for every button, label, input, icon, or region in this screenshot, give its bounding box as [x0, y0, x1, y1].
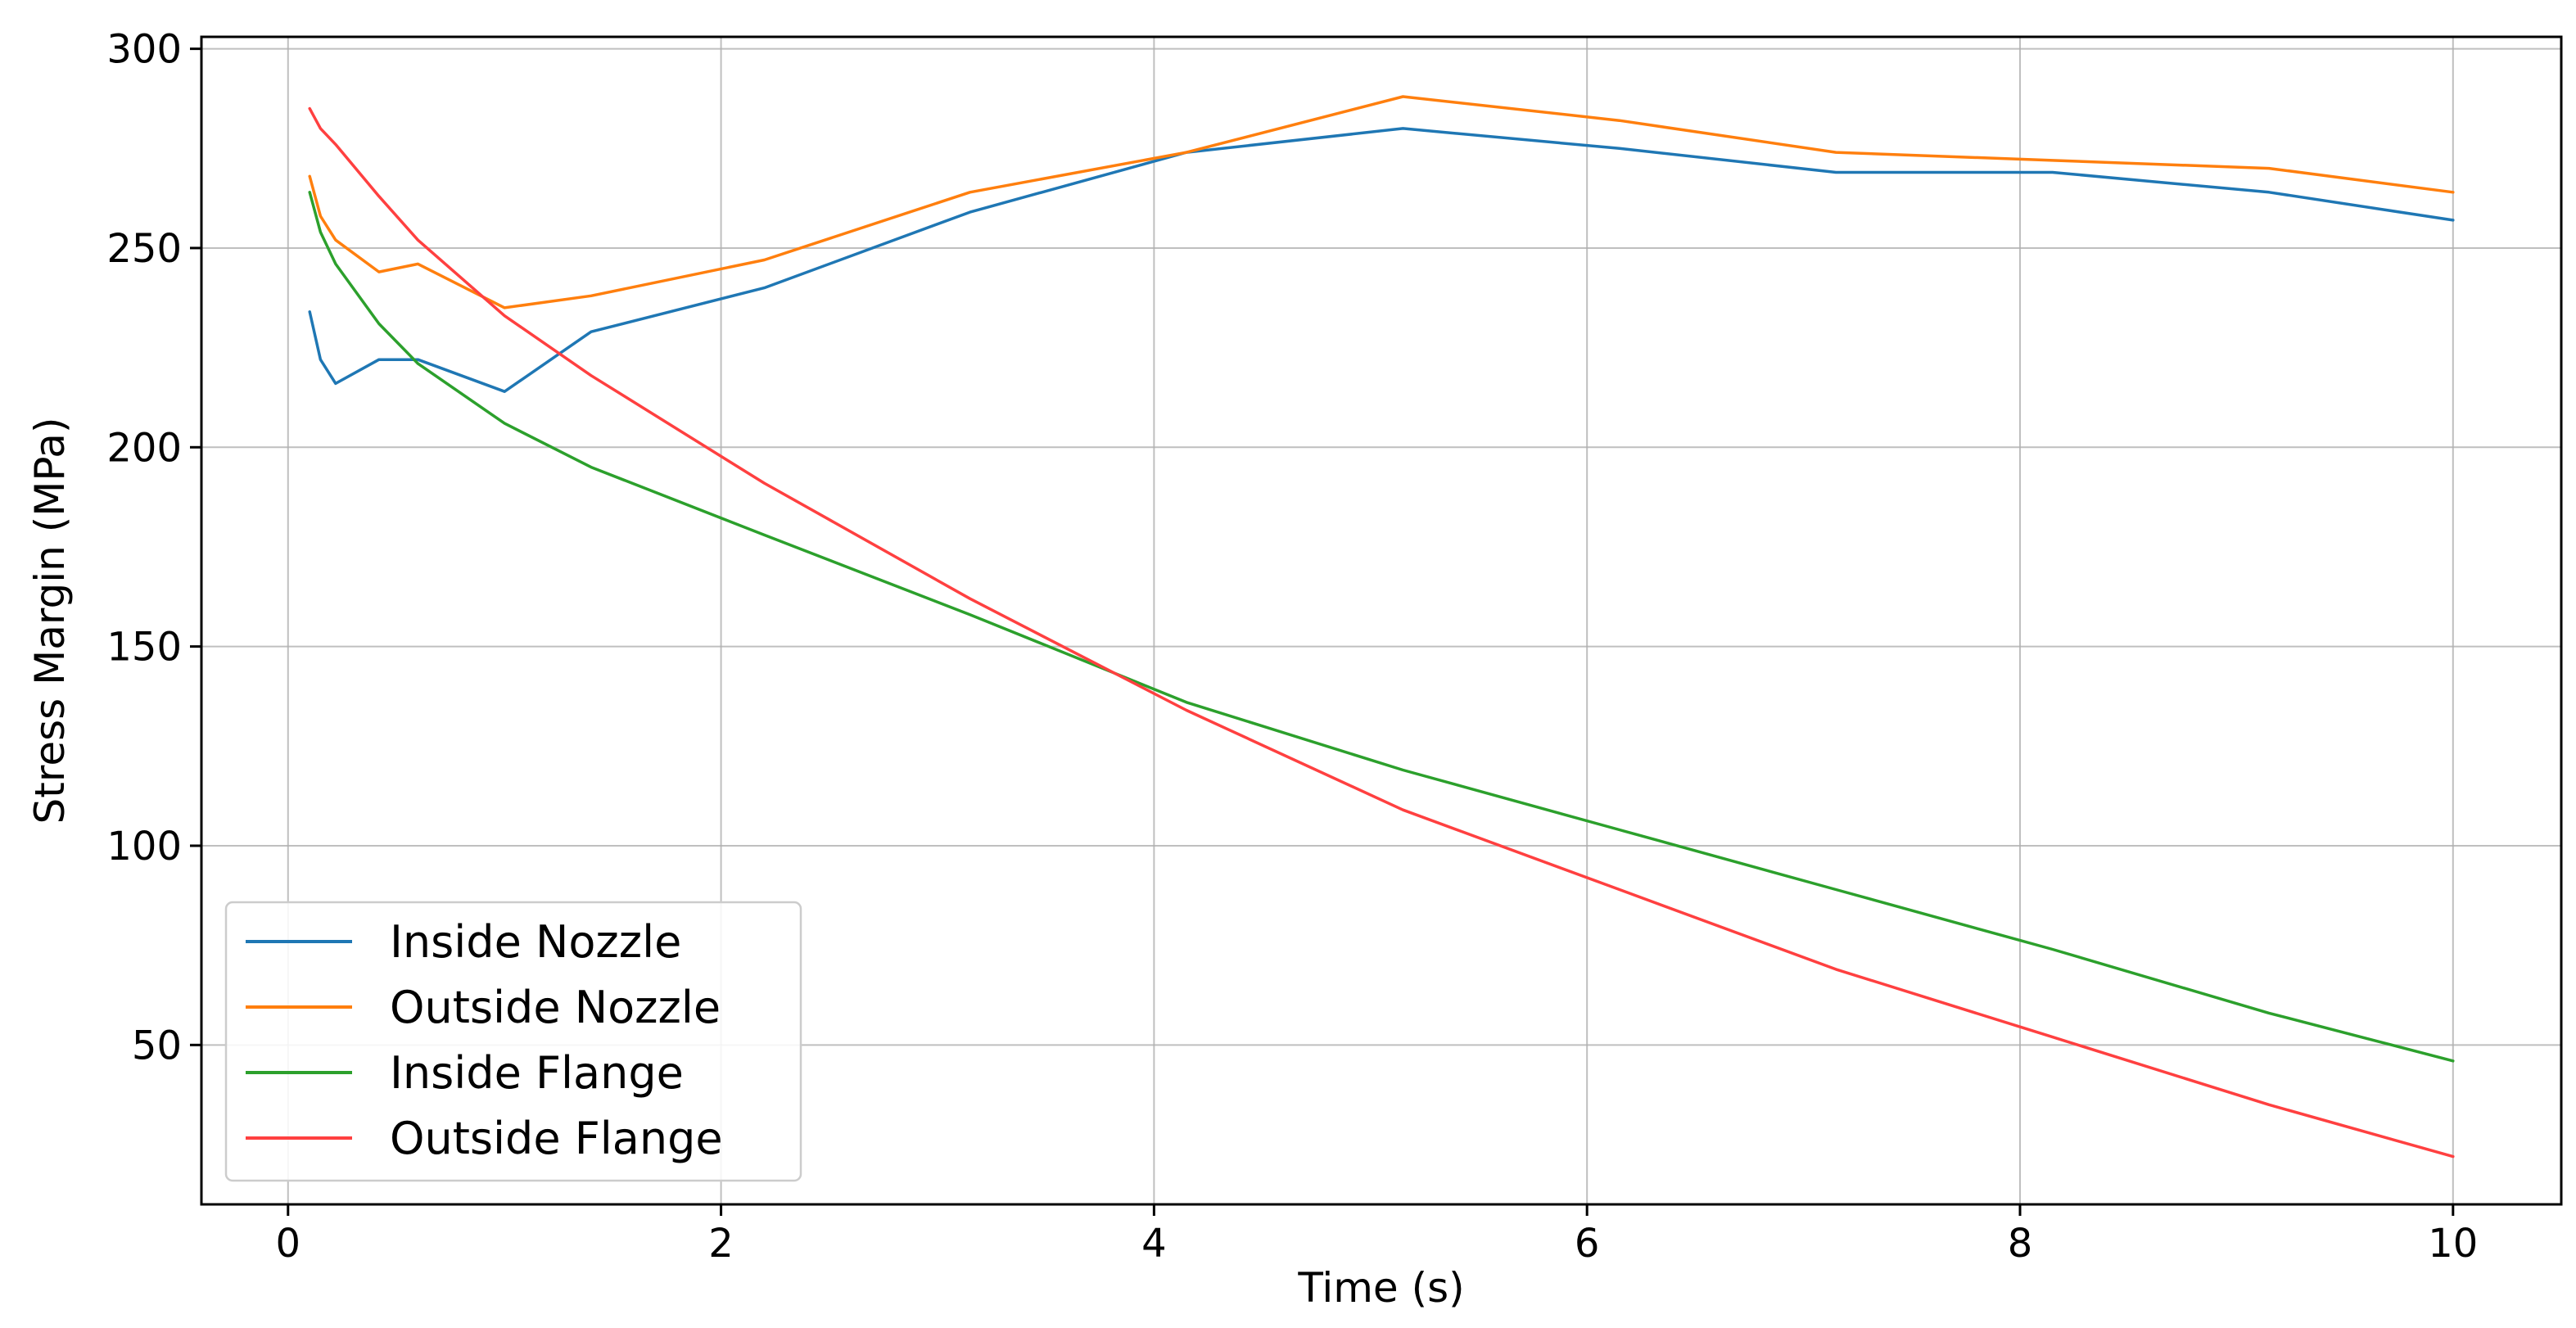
axis-ticks	[190, 47, 2455, 1216]
x-tick-label: 6	[1575, 1221, 1600, 1267]
legend-label-outside-flange: Outside Flange	[390, 1113, 723, 1164]
x-tick-label: 2	[708, 1221, 734, 1267]
series-line-inside-nozzle	[308, 127, 2455, 393]
series-lines	[308, 95, 2455, 1159]
y-tick-label: 100	[106, 824, 182, 870]
tick-labels: 0 2 4 6 8 10 50 100 150 200 250 300	[106, 27, 2478, 1267]
y-tick-label: 200	[106, 425, 182, 471]
legend-frame	[224, 901, 802, 1182]
series-line-outside-flange	[308, 106, 2455, 1159]
y-tick-label: 150	[106, 625, 182, 671]
x-tick-label: 10	[2428, 1221, 2478, 1267]
y-tick-label: 50	[132, 1023, 182, 1068]
x-tick-label: 4	[1141, 1221, 1167, 1267]
legend-label-inside-nozzle: Inside Nozzle	[390, 916, 681, 968]
legend-entries: Inside Nozzle Outside Nozzle Inside Flange…	[246, 916, 723, 1164]
legend: Inside Nozzle Outside Nozzle Inside Flange…	[224, 901, 802, 1182]
plot-frame	[200, 35, 2563, 1206]
y-axis-label: Stress Margin (MPa)	[26, 418, 74, 824]
legend-label-outside-nozzle: Outside Nozzle	[390, 982, 721, 1033]
x-tick-label: 0	[275, 1221, 301, 1267]
series-line-inside-flange	[308, 191, 2455, 1063]
y-tick-label: 300	[106, 27, 182, 73]
x-axis-label: Time (s)	[1297, 1264, 1464, 1312]
y-tick-label: 250	[106, 226, 182, 272]
legend-label-inside-flange: Inside Flange	[390, 1047, 684, 1099]
series-line-outside-nozzle	[308, 95, 2455, 309]
x-tick-label: 8	[2008, 1221, 2033, 1267]
